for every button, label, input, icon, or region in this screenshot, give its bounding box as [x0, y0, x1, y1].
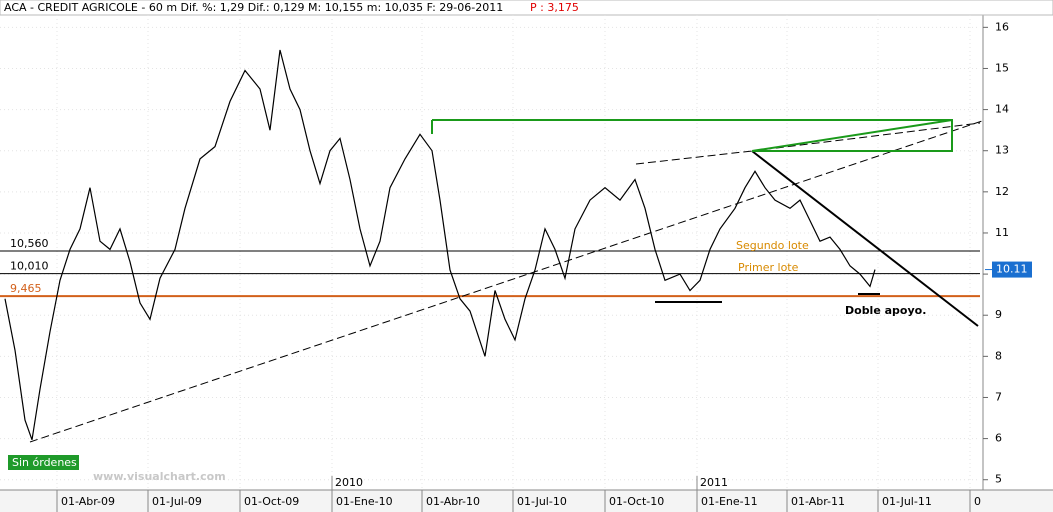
x-tick-label: 01-Abr-10 [426, 495, 480, 508]
x-tick-label: 01-Oct-09 [244, 495, 299, 508]
y-tick-label: 9 [995, 308, 1002, 321]
chart-subtitle: P : 3,175 [530, 1, 579, 14]
y-tick-label: 12 [995, 185, 1009, 198]
chart-title: ACA - CREDIT AGRICOLE - 60 m Dif. %: 1,2… [4, 1, 503, 14]
x-tick-label: 01-Jul-09 [152, 495, 202, 508]
watermark: www.visualchart.com [93, 470, 226, 483]
downtrend-line [751, 150, 979, 327]
x-tick-label: 01-Abr-09 [61, 495, 115, 508]
price-line [4, 49, 876, 441]
last-price-label: 10.11 [996, 263, 1028, 276]
y-tick-label: 8 [995, 349, 1002, 362]
x-tick-label: 01-Oct-10 [609, 495, 664, 508]
x-tick-label: 01-Ene-10 [336, 495, 393, 508]
level-label: 10,010 [10, 260, 49, 273]
y-tick-label: 11 [995, 226, 1009, 239]
status-badge [8, 455, 79, 470]
status-text: Sin órdenes [12, 456, 77, 469]
y-tick-label: 16 [995, 20, 1009, 33]
y-tick-label: 7 [995, 390, 1002, 403]
x-tick-label: 01-Jul-11 [882, 495, 932, 508]
resistance-trendline-2 [751, 122, 981, 152]
y-tick-label: 13 [995, 144, 1009, 157]
target-channel [432, 119, 953, 152]
x-tick-label: 01-Abr-11 [791, 495, 845, 508]
resistance-trendline [635, 150, 753, 165]
level-label: 10,560 [10, 237, 49, 250]
last-price-tag [992, 261, 1032, 278]
annotation: Primer lote [738, 261, 799, 274]
y-tick-label: 15 [995, 61, 1009, 74]
x-tick-label: 01-Ene-11 [701, 495, 758, 508]
y-tick-label: 14 [995, 103, 1009, 116]
y-tick-label: 6 [995, 432, 1002, 445]
year-label: 2011 [700, 476, 728, 489]
x-tick-label: 01-Jul-10 [517, 495, 567, 508]
annotation: Segundo lote [736, 239, 809, 252]
x-tick-label: 0 [974, 495, 981, 508]
year-label: 2010 [335, 476, 363, 489]
y-tick-label: 5 [995, 473, 1002, 486]
level-label: 9,465 [10, 282, 42, 295]
annotation: Doble apoyo. [845, 304, 926, 317]
x-axis-band [0, 490, 1053, 512]
header-band [0, 0, 1053, 16]
